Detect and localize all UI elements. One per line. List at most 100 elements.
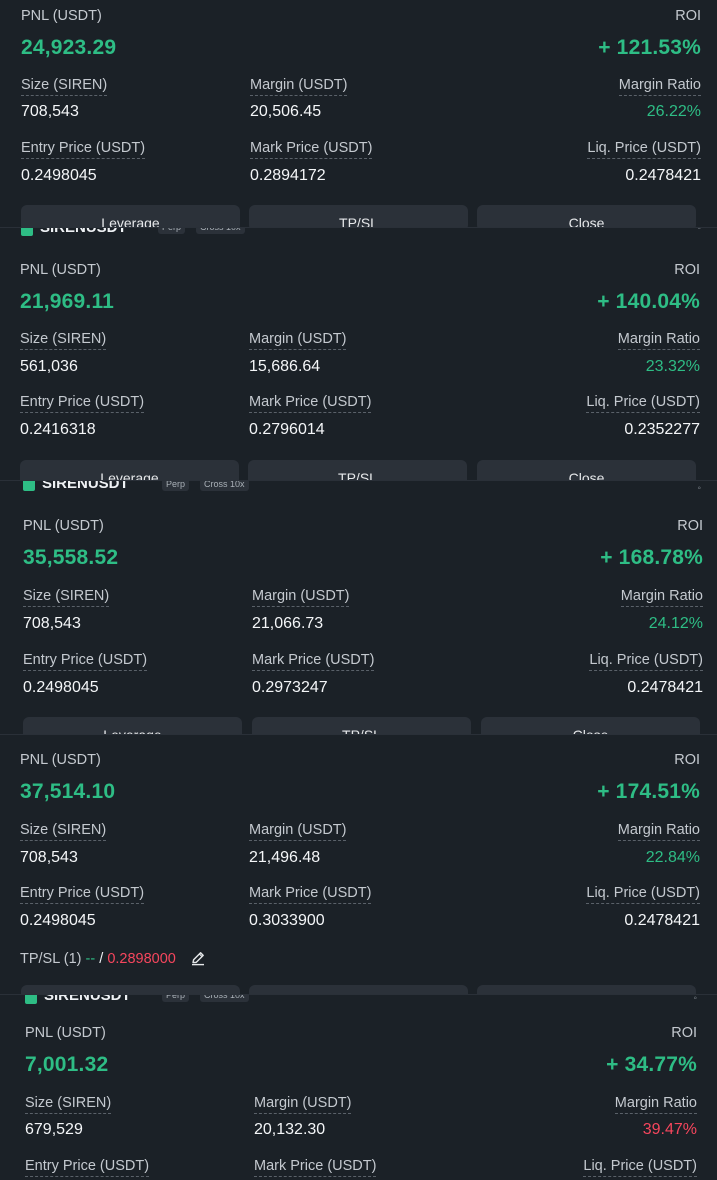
size-value: 679,529 [25,1121,83,1138]
share-icon[interactable]: ◦ [697,228,701,234]
margin-value: 21,066.73 [252,615,324,632]
liq-price-value: 0.2478421 [624,912,700,929]
size-label[interactable]: Size (SIREN) [23,588,110,607]
perp-tag: Perp [162,481,190,491]
tpsl-take-profit: -- [85,951,96,967]
share-icon[interactable]: ◦ [693,995,697,1004]
margin-label[interactable]: Margin (USDT) [249,822,347,841]
liq-price-label[interactable]: Liq. Price (USDT) [586,885,700,904]
pnl-value: 24,923.29 [21,36,117,59]
margin-label[interactable]: Margin (USDT) [254,1095,352,1114]
perp-tag: Perp [158,228,186,234]
leverage-button[interactable]: Leverage [21,205,240,227]
margin-ratio-label[interactable]: Margin Ratio [617,331,700,350]
close-button[interactable]: Close [477,205,696,227]
margin-label[interactable]: Margin (USDT) [250,77,348,96]
size-label[interactable]: Size (SIREN) [21,77,108,96]
roi-label: ROI [677,518,703,534]
liq-price-label[interactable]: Liq. Price (USDT) [586,394,700,413]
tpsl-button[interactable]: TP/SL [248,460,467,481]
liq-price-value: 0.2352277 [624,421,700,438]
pencil-edit-icon[interactable] [190,950,206,966]
leverage-button[interactable]: Leverage [20,460,239,481]
mark-price-label[interactable]: Mark Price (USDT) [249,885,372,904]
mark-price-label[interactable]: Mark Price (USDT) [249,394,372,413]
margin-value: 20,506.45 [250,103,322,120]
margin-value: 20,132.30 [254,1121,326,1138]
symbol-name: SIRENUSDT [44,995,131,1004]
checkbox-icon[interactable] [25,995,37,1004]
symbol-name: SIRENUSDT [40,228,127,236]
mark-price-label[interactable]: Mark Price (USDT) [250,140,373,159]
pnl-value: 35,558.52 [23,546,119,569]
size-label[interactable]: Size (SIREN) [20,822,107,841]
close-button[interactable]: Close [477,985,696,995]
margin-label[interactable]: Margin (USDT) [252,588,350,607]
entry-price-label[interactable]: Entry Price (USDT) [20,394,145,413]
close-button[interactable]: Close [481,717,700,735]
leverage-button[interactable]: Leverage [21,985,240,995]
symbol-name: SIRENUSDT [42,481,129,492]
margin-ratio-label[interactable]: Margin Ratio [618,77,701,96]
checkbox-icon[interactable] [23,481,35,491]
roi-value: + 140.04% [597,290,700,313]
margin-ratio-value: 23.32% [645,358,700,375]
tpsl-button[interactable]: TP/SL [249,985,468,995]
roi-label: ROI [674,262,700,278]
position-card-1: PNL (USDT) ROI 24,923.29 + 121.53% Size … [0,0,717,227]
roi-value: + 34.77% [606,1053,697,1076]
pnl-label: PNL (USDT) [20,262,101,278]
pnl-label: PNL (USDT) [20,752,101,768]
roi-value: + 121.53% [598,36,701,59]
margin-ratio-label[interactable]: Margin Ratio [614,1095,697,1114]
tpsl-button[interactable]: TP/SL [249,205,468,227]
mark-price-value: 0.3033900 [249,912,325,929]
roi-value: + 168.78% [600,546,703,569]
entry-price-label[interactable]: Entry Price (USDT) [20,885,145,904]
position-card-5: SIRENUSDT Perp Cross 10x ◦ PNL (USDT) RO… [0,994,717,1180]
margin-ratio-value: 24.12% [648,615,703,632]
entry-price-value: 0.2498045 [23,679,99,696]
card-header-strip: SIRENUSDT Perp Cross 10x ◦ [0,995,717,1007]
size-value: 708,543 [23,615,81,632]
pnl-value: 7,001.32 [25,1053,109,1076]
checkbox-icon[interactable] [21,228,33,236]
tpsl-row[interactable]: TP/SL (1) -- / 0.2898000 [20,950,206,967]
size-label[interactable]: Size (SIREN) [25,1095,112,1114]
pnl-label: PNL (USDT) [23,518,104,534]
tpsl-stop-loss: 0.2898000 [107,951,176,967]
mark-price-label[interactable]: Mark Price (USDT) [252,652,375,671]
card-header-strip: SIRENUSDT Perp Cross 10x ◦ [0,228,717,240]
cross-tag: Cross 10x [196,228,245,234]
liq-price-label[interactable]: Liq. Price (USDT) [587,140,701,159]
margin-ratio-value: 39.47% [642,1121,697,1138]
cross-tag: Cross 10x [200,995,249,1002]
share-icon[interactable]: ◦ [697,483,701,494]
entry-price-label[interactable]: Entry Price (USDT) [25,1158,150,1177]
margin-ratio-label[interactable]: Margin Ratio [620,588,703,607]
close-button[interactable]: Close [477,460,696,481]
tpsl-button[interactable]: TP/SL [252,717,471,735]
margin-ratio-value: 26.22% [646,103,701,120]
card-header-strip: SIRENUSDT Perp Cross 10x ◦ [0,481,717,497]
size-value: 708,543 [21,103,79,120]
pnl-value: 21,969.11 [20,290,115,313]
margin-ratio-value: 22.84% [645,849,700,866]
position-card-3: SIRENUSDT Perp Cross 10x ◦ PNL (USDT) RO… [0,480,717,735]
entry-price-label[interactable]: Entry Price (USDT) [23,652,148,671]
liq-price-label[interactable]: Liq. Price (USDT) [589,652,703,671]
roi-value: + 174.51% [597,780,700,803]
pnl-label: PNL (USDT) [21,8,102,24]
pnl-value: 37,514.10 [20,780,116,803]
margin-ratio-label[interactable]: Margin Ratio [617,822,700,841]
margin-label[interactable]: Margin (USDT) [249,331,347,350]
perp-tag: Perp [162,995,190,1002]
entry-price-value: 0.2498045 [21,167,97,184]
entry-price-label[interactable]: Entry Price (USDT) [21,140,146,159]
size-label[interactable]: Size (SIREN) [20,331,107,350]
liq-price-label[interactable]: Liq. Price (USDT) [583,1158,697,1177]
mark-price-label[interactable]: Mark Price (USDT) [254,1158,377,1177]
mark-price-value: 0.2973247 [252,679,328,696]
leverage-button[interactable]: Leverage [23,717,242,735]
roi-label: ROI [675,8,701,24]
